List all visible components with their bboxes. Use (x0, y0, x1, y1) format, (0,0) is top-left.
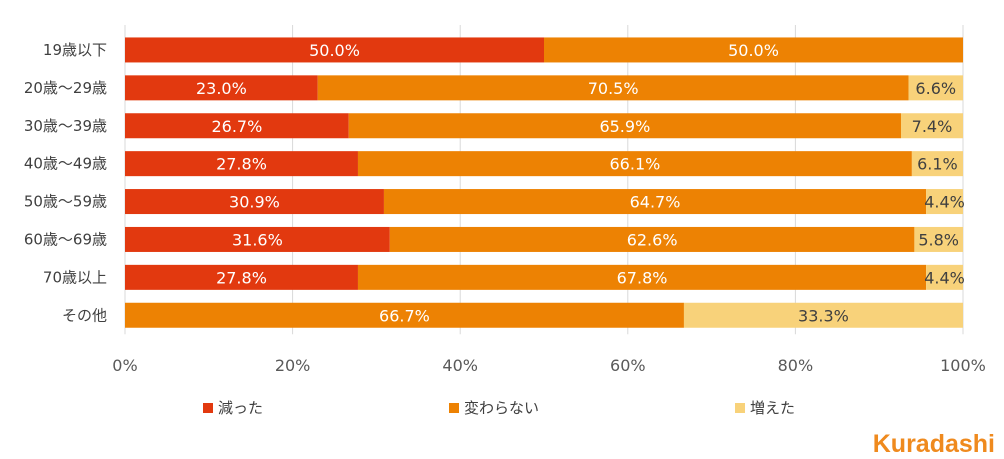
category-label: 40歳～49歳 (24, 155, 107, 173)
legend-swatch (203, 403, 213, 413)
svg-text:Kuradashi: Kuradashi (873, 430, 995, 458)
x-tick-label: 0% (112, 356, 137, 375)
bar-segment (926, 264, 963, 290)
data-label: 6.1% (917, 155, 958, 174)
bar-segment (900, 113, 963, 139)
category-labels: 19歳以下 20歳～29歳 30歳～39歳 40歳～49歳 50歳～59歳 60歳～69歳… (24, 41, 107, 324)
bar-segment (544, 37, 963, 63)
data-label: 50.0% (309, 41, 360, 60)
bar-segment (125, 75, 318, 101)
x-tick-label: 20% (275, 356, 311, 375)
bar-segment (125, 226, 390, 252)
data-label: 66.1% (610, 155, 661, 174)
category-label: その他 (62, 306, 107, 324)
legend-swatch (735, 403, 745, 413)
data-label: 26.7% (211, 117, 262, 136)
bar-segment (125, 189, 384, 215)
data-label: 70.5% (588, 79, 639, 98)
bar-segment (911, 151, 963, 177)
bar-segment (348, 113, 901, 139)
data-label: 33.3% (798, 306, 849, 325)
logo-first-letter: K (873, 430, 891, 458)
bar-segment (125, 151, 358, 177)
x-tick-labels: 0% 20% 40% 60% 80% 100% (112, 356, 986, 375)
data-label: 50.0% (728, 41, 779, 60)
bar-segment (357, 264, 927, 290)
category-label: 19歳以下 (43, 41, 107, 59)
kuradashi-logo: Kuradashi (873, 430, 995, 458)
bar-segment (357, 151, 912, 177)
data-label: 65.9% (599, 117, 650, 136)
category-label: 70歳以上 (43, 268, 107, 286)
data-labels: 50.0% 50.0% 23.0% 70.5% 6.6% 26.7% 65.9% 7.4% 27… (196, 41, 965, 325)
data-label: 64.7% (630, 193, 681, 212)
bar-segment (908, 75, 963, 101)
x-tick-label: 80% (778, 356, 814, 375)
x-tick-label: 100% (940, 356, 986, 375)
legend-swatch (449, 403, 459, 413)
x-tick-label: 60% (610, 356, 646, 375)
legend-label: 減った (218, 399, 263, 417)
x-tick-label: 40% (442, 356, 478, 375)
bar-segment (317, 75, 909, 101)
bar-segment (389, 226, 915, 252)
bar-segment (383, 189, 927, 215)
data-label: 67.8% (617, 268, 668, 287)
bar-segment (926, 189, 963, 215)
bars (125, 37, 963, 328)
data-label: 6.6% (915, 79, 956, 98)
category-label: 30歳～39歳 (24, 117, 107, 135)
category-label: 50歳～59歳 (24, 193, 107, 211)
legend: 減った 変わらない 増えた (203, 399, 795, 417)
data-label: 23.0% (196, 79, 247, 98)
legend-label: 変わらない (464, 399, 539, 417)
data-label: 7.4% (912, 117, 953, 136)
bar-segment (914, 226, 963, 252)
data-label: 4.4% (924, 193, 965, 212)
data-label: 4.4% (924, 268, 965, 287)
bar-segment (683, 302, 963, 328)
data-label: 31.6% (232, 230, 283, 249)
data-label: 62.6% (627, 230, 678, 249)
data-label: 66.7% (379, 306, 430, 325)
data-label: 27.8% (216, 268, 267, 287)
legend-label: 増えた (750, 399, 795, 417)
data-label: 30.9% (229, 193, 280, 212)
data-label: 27.8% (216, 155, 267, 174)
bar-segment (125, 113, 349, 139)
data-label: 5.8% (918, 230, 959, 249)
bar-segment (125, 37, 544, 63)
category-label: 20歳～29歳 (24, 79, 107, 97)
logo-rest: uradashi (891, 430, 995, 458)
category-label: 60歳～69歳 (24, 230, 107, 248)
bar-segment (125, 302, 684, 328)
bar-segment (125, 264, 358, 290)
